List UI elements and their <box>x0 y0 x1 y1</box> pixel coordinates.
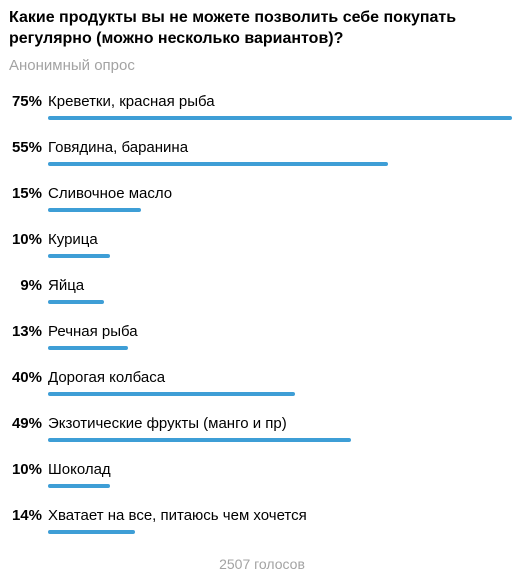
poll-option[interactable]: 13% Речная рыба <box>0 322 524 362</box>
option-percent: 10% <box>11 231 42 248</box>
option-result-bar <box>48 346 128 350</box>
poll-option[interactable]: 55% Говядина, баранина <box>0 138 524 178</box>
poll-option[interactable]: 49% Экзотические фрукты (манго и пр) <box>0 414 524 454</box>
option-percent: 14% <box>11 507 42 524</box>
option-label: Дорогая колбаса <box>48 369 166 386</box>
option-result-bar <box>48 484 110 488</box>
option-label: Хватает на все, питаюсь чем хочется <box>48 507 307 524</box>
poll-option[interactable]: 75% Креветки, красная рыба <box>0 92 524 132</box>
option-result-bar <box>48 208 141 212</box>
option-result-bar <box>48 530 135 534</box>
option-result-bar <box>48 162 388 166</box>
option-result-bar <box>48 254 110 258</box>
poll-option[interactable]: 40% Дорогая колбаса <box>0 368 524 408</box>
option-percent: 49% <box>11 415 42 432</box>
option-label: Экзотические фрукты (манго и пр) <box>48 415 287 432</box>
option-label: Шоколад <box>48 461 111 478</box>
poll-option[interactable]: 15% Сливочное масло <box>0 184 524 224</box>
option-percent: 55% <box>11 139 42 156</box>
option-percent: 13% <box>11 323 42 340</box>
option-result-bar <box>48 438 351 442</box>
option-label: Речная рыба <box>48 323 138 340</box>
option-percent: 40% <box>11 369 42 386</box>
option-label: Курица <box>48 231 98 248</box>
option-label: Креветки, красная рыба <box>48 93 215 110</box>
option-result-bar <box>48 392 295 396</box>
option-percent: 15% <box>11 185 42 202</box>
option-percent: 9% <box>20 277 42 294</box>
votes-count: 2507 голосов <box>219 556 305 572</box>
poll-option[interactable]: 10% Шоколад <box>0 460 524 500</box>
option-label: Говядина, баранина <box>48 139 189 156</box>
option-percent: 75% <box>11 93 42 110</box>
option-label: Яйца <box>48 277 85 294</box>
poll-type-label: Анонимный опрос <box>9 57 135 74</box>
option-result-bar <box>48 300 104 304</box>
poll-option[interactable]: 10% Курица <box>0 230 524 270</box>
option-percent: 10% <box>11 461 42 478</box>
poll-option[interactable]: 14% Хватает на все, питаюсь чем хочется <box>0 506 524 546</box>
poll-question: Какие продукты вы не можете позволить се… <box>9 9 457 47</box>
option-result-bar <box>48 116 512 120</box>
option-label: Сливочное масло <box>48 185 173 202</box>
poll-option[interactable]: 9% Яйца <box>0 276 524 316</box>
